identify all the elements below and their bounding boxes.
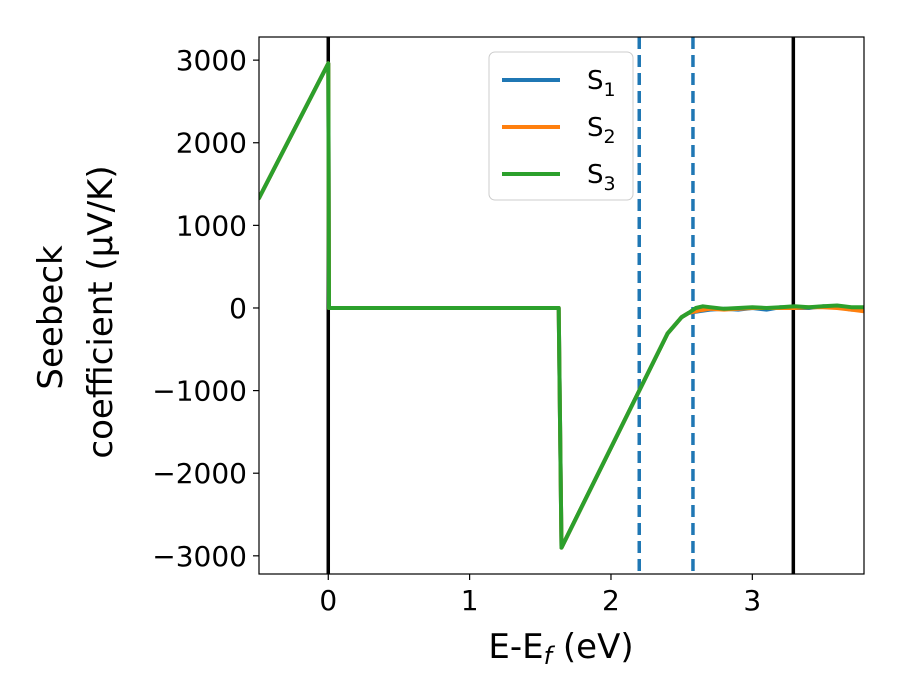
legend-label-s2: S2 [587,113,616,148]
plot-area [259,37,864,574]
x-tick-label-0: 0 [319,584,337,617]
axes-frame [258,36,865,575]
axis-ticks: 0 1 2 3 3000 2000 1000 0 −1000 −2000 −3000 [152,44,761,617]
y-tick-label-5: −2000 [152,457,247,490]
y-tick-label-3: 0 [229,292,247,325]
y-tick-label-2: 1000 [176,209,247,242]
y-tick-label-1: 2000 [176,127,247,160]
x-tick-label-2: 2 [602,584,620,617]
legend-box [488,51,634,201]
series-line-s3 [259,61,864,550]
y-tick-label-6: −3000 [152,540,247,573]
legend: S1 S2 S3 [488,51,634,201]
x-tick-label-1: 1 [461,584,479,617]
y-tick-label-4: −1000 [152,375,247,408]
legend-label-s3: S3 [587,160,616,195]
legend-label-s1: S1 [587,66,616,101]
x-axis-label: E-Ef (eV) [488,627,633,670]
x-tick-label-3: 3 [743,584,761,617]
y-tick-label-0: 3000 [176,44,247,77]
y-axis-label: Seebeck coefficient (μV/K) [31,165,121,458]
